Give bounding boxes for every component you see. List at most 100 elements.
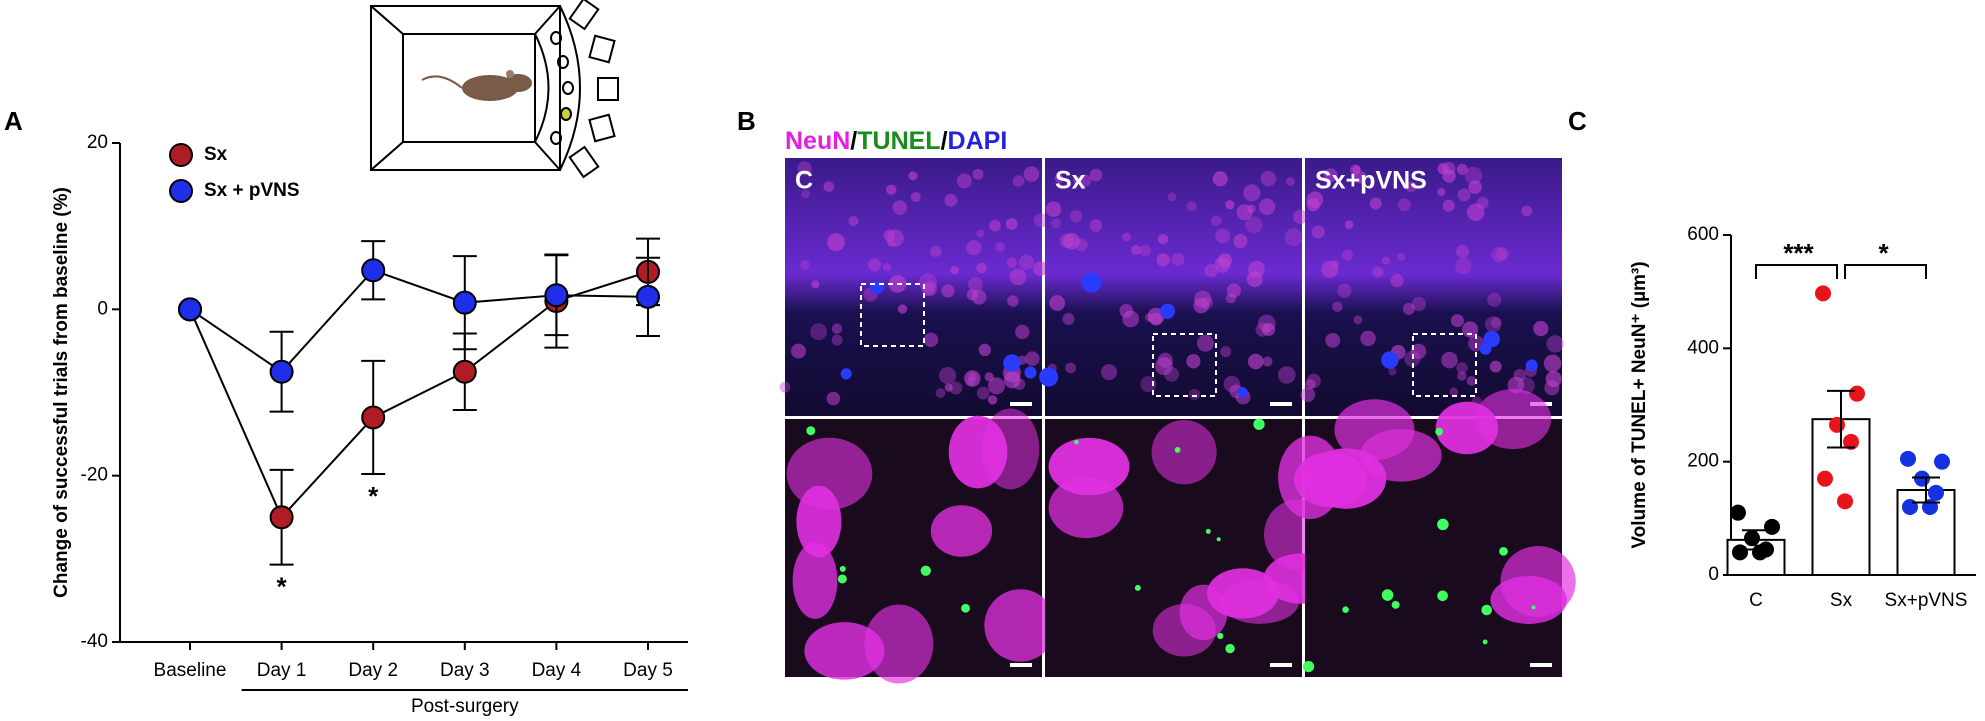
data-point bbox=[1900, 450, 1916, 467]
data-point bbox=[1730, 504, 1746, 521]
cell bbox=[987, 395, 998, 405]
cell bbox=[1015, 324, 1030, 340]
neuron bbox=[984, 589, 1057, 662]
cell bbox=[1533, 321, 1549, 337]
tunel-spot bbox=[1216, 537, 1221, 542]
dapi-spot bbox=[1483, 330, 1500, 348]
cell bbox=[1449, 387, 1459, 397]
cell bbox=[1025, 351, 1040, 366]
data-point bbox=[1732, 544, 1748, 561]
y-axis-label: Volume of TUNEL+ NeuN⁺ (µm³) bbox=[1629, 261, 1650, 548]
cell bbox=[987, 377, 1006, 395]
data-point bbox=[269, 505, 294, 530]
cell bbox=[1353, 315, 1363, 325]
neuron bbox=[1048, 437, 1130, 496]
y-tick-label: 0 bbox=[97, 298, 108, 319]
error-bar bbox=[1827, 389, 1855, 449]
cell bbox=[1300, 387, 1316, 403]
cell bbox=[1144, 313, 1154, 322]
data-point bbox=[1934, 453, 1950, 470]
cell bbox=[1226, 283, 1241, 298]
data-point bbox=[1843, 433, 1859, 450]
cell bbox=[1210, 215, 1222, 227]
legend-marker bbox=[169, 179, 193, 203]
cell bbox=[1033, 261, 1048, 276]
cell bbox=[976, 386, 990, 400]
cell bbox=[956, 173, 972, 189]
tunel-spot bbox=[1253, 418, 1265, 430]
cell bbox=[1156, 253, 1170, 267]
cell bbox=[1454, 257, 1472, 275]
data-point bbox=[1752, 544, 1768, 561]
cell bbox=[1456, 362, 1468, 374]
tunel-spot bbox=[920, 565, 931, 576]
cell bbox=[1255, 322, 1270, 337]
cell bbox=[1157, 233, 1169, 245]
cell bbox=[831, 334, 843, 346]
y-tick-label: 20 bbox=[87, 132, 108, 153]
cell bbox=[1078, 174, 1092, 188]
cell bbox=[1054, 174, 1064, 184]
panel-label: A bbox=[4, 106, 23, 136]
cell bbox=[811, 280, 820, 289]
neuron bbox=[930, 505, 993, 557]
cell bbox=[1262, 356, 1273, 367]
cell bbox=[1457, 188, 1471, 202]
cell bbox=[1311, 225, 1325, 239]
data-point bbox=[1902, 499, 1918, 515]
neuron bbox=[1435, 401, 1499, 455]
data-point bbox=[1764, 518, 1780, 535]
cell bbox=[972, 168, 984, 180]
neuron bbox=[804, 622, 885, 680]
data-point bbox=[452, 359, 477, 384]
cell bbox=[1495, 247, 1510, 261]
data-point bbox=[1928, 484, 1944, 501]
cell bbox=[1100, 364, 1118, 381]
group-label: Post-surgery bbox=[411, 696, 519, 717]
cell bbox=[1354, 171, 1367, 184]
column-label: C bbox=[795, 167, 813, 195]
cell bbox=[1285, 177, 1295, 186]
cell bbox=[964, 370, 981, 387]
tunel-spot bbox=[806, 426, 816, 436]
cell bbox=[1200, 296, 1214, 310]
cell bbox=[1546, 335, 1564, 353]
roi-box bbox=[860, 283, 925, 347]
cell bbox=[1305, 379, 1316, 390]
cell bbox=[1321, 260, 1339, 279]
cell bbox=[1456, 244, 1470, 258]
cell bbox=[968, 277, 983, 292]
cell bbox=[922, 282, 936, 296]
dapi-spot bbox=[1381, 351, 1399, 369]
cell bbox=[918, 273, 937, 292]
cell bbox=[779, 381, 791, 393]
cell bbox=[1390, 274, 1404, 288]
dapi-spot bbox=[1525, 359, 1538, 372]
data-point bbox=[178, 297, 202, 322]
cell bbox=[1212, 171, 1228, 187]
cell bbox=[1484, 316, 1502, 333]
cell bbox=[1070, 210, 1083, 223]
roi-box bbox=[1412, 333, 1477, 397]
roi-box bbox=[1152, 333, 1217, 397]
dapi-spot bbox=[1039, 367, 1059, 387]
data-point bbox=[269, 359, 294, 384]
tunel-spot bbox=[1482, 639, 1488, 645]
neuron bbox=[864, 604, 934, 684]
cell bbox=[823, 181, 835, 192]
cell bbox=[1018, 254, 1035, 270]
dapi-spot bbox=[1237, 387, 1248, 398]
significance-bracket bbox=[1844, 264, 1927, 279]
scale-bar bbox=[1270, 663, 1292, 667]
cell bbox=[1236, 204, 1253, 221]
cell bbox=[801, 189, 811, 199]
scale-bar bbox=[1010, 402, 1032, 406]
cell bbox=[1012, 175, 1025, 187]
cell bbox=[1062, 312, 1075, 325]
data-point bbox=[1914, 470, 1930, 487]
cell bbox=[1476, 197, 1489, 209]
cell bbox=[930, 245, 942, 258]
cell bbox=[944, 383, 953, 392]
cell bbox=[1045, 201, 1062, 217]
cell bbox=[1023, 166, 1040, 182]
